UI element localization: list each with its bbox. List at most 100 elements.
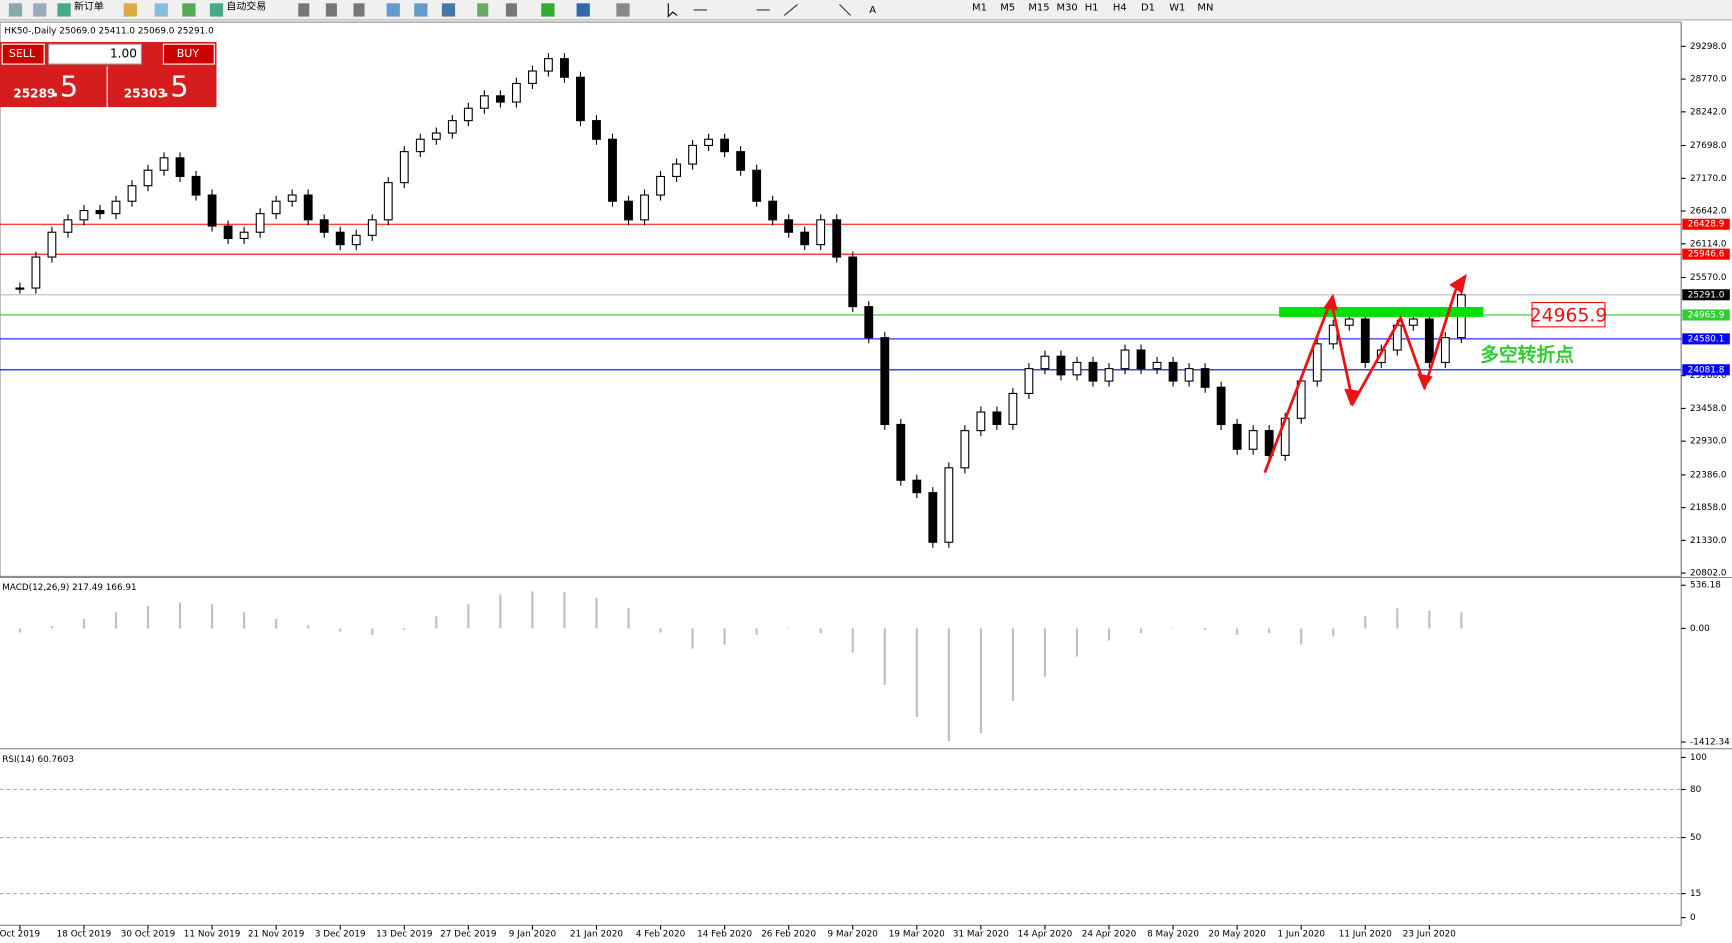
autotrade-button[interactable]: 自动交易 <box>226 0 266 13</box>
x-tick-label: 14 Apr 2020 <box>1018 930 1073 940</box>
candle <box>31 256 41 289</box>
y-tick-label: 22386.0 <box>1690 470 1727 480</box>
candle <box>335 231 345 246</box>
icon[interactable] <box>414 3 428 17</box>
candle <box>223 225 233 239</box>
icon[interactable] <box>353 3 365 17</box>
arrow-head <box>1344 388 1360 407</box>
ask-pips[interactable]: .5 <box>161 69 188 103</box>
y-tick-label: 29298.0 <box>1690 42 1727 52</box>
candle <box>544 58 553 72</box>
macd-bar <box>18 628 21 633</box>
icon[interactable] <box>386 3 400 17</box>
lot-value[interactable]: 1.00 <box>110 47 137 61</box>
candle <box>1360 318 1370 363</box>
candle <box>640 194 649 221</box>
candle <box>399 151 409 184</box>
timeframe-button[interactable]: M5 <box>1000 3 1015 14</box>
candle <box>864 306 874 339</box>
macd-bar <box>819 628 822 634</box>
ask-price[interactable]: 25303 <box>124 86 166 100</box>
buy-label[interactable]: BUY <box>177 47 200 60</box>
candle <box>383 182 393 221</box>
x-tick-label: 24 Apr 2020 <box>1082 930 1137 940</box>
macd-bar <box>467 604 470 629</box>
icon[interactable] <box>182 3 196 17</box>
trendline-icon[interactable] <box>783 3 798 16</box>
timeframe-button[interactable]: H4 <box>1113 3 1127 14</box>
icon[interactable] <box>123 3 137 17</box>
bid-price[interactable]: 25289 <box>13 86 55 100</box>
timeframe-button[interactable]: M30 <box>1057 3 1078 14</box>
lot-input[interactable] <box>48 43 142 65</box>
icon[interactable] <box>441 3 456 17</box>
macd-bar <box>1171 628 1175 629</box>
macd-bar <box>563 592 566 629</box>
level-tag <box>1682 333 1730 345</box>
candle <box>431 132 441 140</box>
x-tick-label: 14 Feb 2020 <box>697 930 752 940</box>
new-order-button[interactable]: 新订单 <box>74 0 104 13</box>
sell-button[interactable] <box>1 43 45 65</box>
candle <box>1264 430 1274 456</box>
timeframe-button[interactable]: W1 <box>1169 3 1185 14</box>
tool-icon[interactable] <box>839 4 851 16</box>
candle <box>1408 318 1418 326</box>
candle <box>832 219 842 258</box>
timeframe-button[interactable]: M1 <box>972 3 987 14</box>
icon[interactable] <box>477 3 489 17</box>
candle <box>880 337 890 425</box>
buy-button[interactable] <box>162 43 215 65</box>
y-tick-label: 100 <box>1690 753 1707 763</box>
annotation-box <box>1531 302 1606 328</box>
candle <box>463 107 473 122</box>
timeframe-button[interactable]: M15 <box>1028 3 1049 14</box>
arrow-head <box>1417 373 1433 390</box>
candle <box>960 430 970 469</box>
macd-bar <box>371 628 374 635</box>
icon[interactable] <box>298 3 310 17</box>
sell-label[interactable]: SELL <box>9 47 36 60</box>
macd-bar <box>1268 628 1271 634</box>
macd-bar <box>210 604 214 629</box>
level-label: 25946.6 <box>1688 250 1725 260</box>
icon[interactable] <box>616 3 630 17</box>
macd-bar <box>178 602 182 629</box>
candle <box>95 209 105 215</box>
timeframe-button[interactable]: H1 <box>1085 3 1099 14</box>
annotation-text: 多空转折点 <box>1480 343 1574 366</box>
macd-bar <box>915 628 918 717</box>
candle <box>143 169 153 187</box>
candle <box>768 200 778 221</box>
cursor-icon[interactable] <box>667 3 678 18</box>
icon[interactable] <box>8 3 23 17</box>
icon[interactable] <box>209 3 224 17</box>
candle <box>1072 361 1082 376</box>
bid-pips[interactable]: .5 <box>51 69 78 103</box>
candle <box>1424 318 1434 363</box>
candle <box>928 492 938 543</box>
arrow-head <box>1449 273 1467 294</box>
x-tick-label: 8 May 2020 <box>1147 930 1199 940</box>
timeframe-button[interactable]: MN <box>1197 3 1213 14</box>
icon[interactable] <box>33 3 47 17</box>
y-tick-label: 27170.0 <box>1690 174 1727 184</box>
macd-bar <box>723 628 726 645</box>
icon[interactable] <box>154 3 168 17</box>
text-tool[interactable]: A <box>869 5 876 16</box>
macd-bar <box>627 608 630 629</box>
icon[interactable] <box>57 3 71 17</box>
timeframe-button[interactable]: D1 <box>1141 3 1155 14</box>
icon[interactable] <box>541 3 555 17</box>
candle <box>303 194 313 221</box>
candle <box>1088 361 1098 382</box>
candle <box>976 411 986 432</box>
x-tick-label: 3 Dec 2019 <box>315 930 366 940</box>
candle <box>912 479 922 494</box>
icon[interactable] <box>505 3 517 17</box>
icon[interactable] <box>325 3 337 17</box>
candle <box>1120 349 1130 370</box>
y-tick-label: 20802.0 <box>1690 569 1727 579</box>
icon[interactable] <box>576 3 590 17</box>
candle <box>752 169 762 202</box>
